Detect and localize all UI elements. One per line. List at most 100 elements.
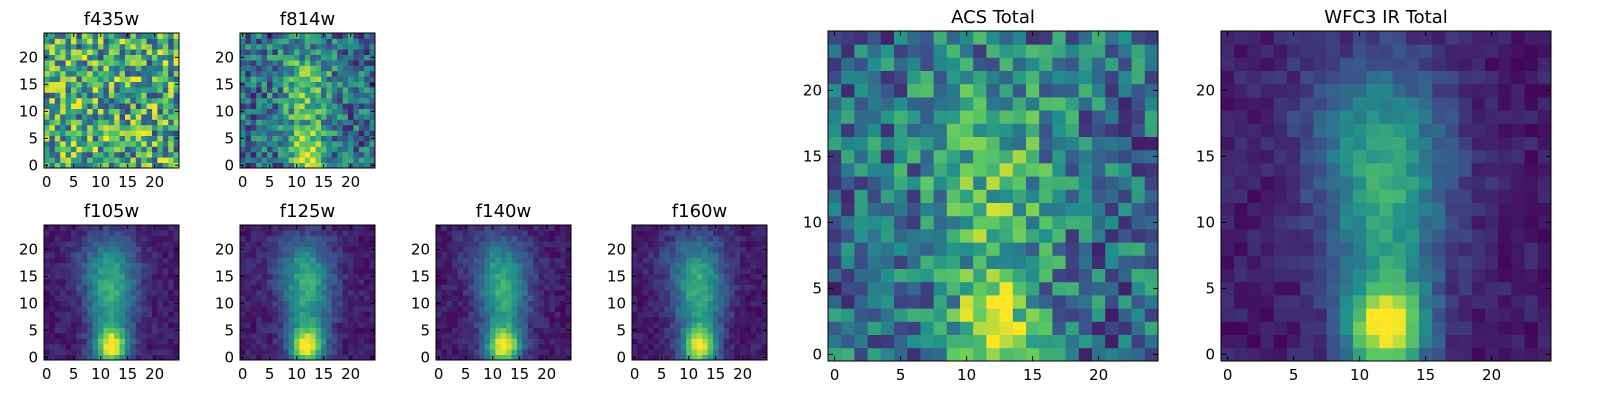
heatmap-cell	[675, 327, 681, 334]
heatmap-cell	[152, 76, 158, 82]
heatmap-cell	[894, 123, 908, 137]
heatmap-cell	[310, 241, 316, 247]
heatmap-cell	[740, 268, 746, 274]
heatmap-cell	[707, 295, 714, 301]
heatmap-cell	[1339, 255, 1354, 269]
heatmap-cell	[1313, 295, 1327, 309]
heatmap-cell	[867, 347, 882, 362]
heatmap-cell	[60, 252, 66, 258]
heatmap-cell	[326, 349, 333, 355]
heatmap-cell	[71, 338, 77, 345]
heatmap-cell	[1405, 321, 1420, 335]
heatmap-cell	[135, 114, 142, 120]
heatmap-cell	[304, 316, 311, 323]
heatmap-cell	[288, 97, 295, 104]
heatmap-cell	[119, 97, 126, 104]
heatmap-cell	[71, 70, 77, 77]
heatmap-cell	[854, 347, 868, 362]
heatmap-cell	[81, 289, 88, 296]
heatmap-cell	[986, 136, 1000, 151]
heatmap-cell	[544, 262, 550, 269]
heatmap-cell	[108, 338, 115, 345]
heatmap-cell	[304, 108, 311, 115]
heatmap-cell	[54, 252, 61, 258]
heatmap-cell	[71, 38, 77, 45]
heatmap-cell	[60, 124, 66, 131]
heatmap-cell	[441, 230, 448, 237]
panel-title: f140w	[476, 201, 531, 222]
heatmap-cell	[168, 268, 174, 274]
heatmap-cell	[173, 114, 180, 120]
heatmap-cell	[49, 268, 56, 274]
heatmap-cell	[245, 103, 252, 109]
heatmap-cell	[740, 338, 746, 345]
heatmap-cell	[125, 241, 131, 247]
heatmap-cell	[76, 322, 83, 328]
heatmap-cell	[245, 257, 252, 264]
heatmap-cell	[1105, 136, 1119, 151]
heatmap-cell	[544, 289, 550, 296]
heatmap-cell	[60, 268, 66, 274]
heatmap-cell	[240, 97, 246, 104]
heatmap-cell	[446, 235, 453, 242]
heatmap-cell	[707, 338, 714, 345]
heatmap-cell	[1287, 229, 1301, 243]
heatmap-cell	[250, 157, 257, 163]
heatmap-cell	[81, 300, 88, 307]
heatmap-cell	[457, 262, 464, 269]
heatmap-cell	[304, 311, 311, 318]
heatmap-cell	[321, 246, 327, 253]
heatmap-cell	[702, 354, 708, 361]
heatmap-cell	[321, 327, 327, 334]
heatmap-cell	[1131, 97, 1146, 111]
heatmap-cell	[973, 163, 987, 177]
heatmap-cell	[65, 38, 72, 45]
heatmap-cell	[114, 49, 120, 55]
heatmap-cell	[54, 235, 61, 242]
heatmap-cell	[256, 225, 262, 231]
heatmap-cell	[310, 225, 316, 231]
heatmap-cell	[294, 38, 300, 45]
heatmap-cell	[653, 262, 660, 269]
heatmap-cell	[686, 246, 692, 253]
heatmap-cell	[946, 202, 961, 217]
heatmap-cell	[119, 151, 126, 158]
heatmap-cell	[854, 281, 868, 296]
heatmap-cell	[92, 338, 99, 345]
heatmap-cell	[1485, 281, 1499, 296]
heatmap-cell	[686, 300, 692, 307]
heatmap-cell	[299, 279, 306, 285]
heatmap-cell	[554, 327, 561, 334]
heatmap-cell	[436, 284, 442, 291]
heatmap-cell	[331, 225, 338, 231]
heatmap-cell	[353, 306, 360, 312]
heatmap-cell	[272, 135, 279, 142]
heatmap-cell	[65, 311, 72, 318]
heatmap-cell	[680, 300, 687, 307]
heatmap-cell	[544, 284, 550, 291]
heatmap-cell	[500, 268, 507, 274]
heatmap-cell	[146, 338, 153, 345]
heatmap-cell	[446, 333, 453, 339]
heatmap-cell	[87, 103, 93, 109]
heatmap-cell	[946, 242, 961, 256]
heatmap-cell	[364, 60, 370, 66]
heatmap-cell	[304, 114, 311, 120]
heatmap-cell	[108, 43, 115, 50]
heatmap-cell	[1144, 44, 1159, 58]
heatmap-cell	[756, 289, 762, 296]
heatmap-cell	[337, 141, 343, 147]
heatmap-cell	[740, 349, 746, 355]
heatmap-cell	[490, 333, 496, 339]
heatmap-cell	[326, 333, 333, 339]
heatmap-cell	[718, 225, 725, 231]
heatmap-cell	[1405, 334, 1420, 349]
heatmap-cell	[907, 202, 921, 217]
heatmap-cell	[446, 327, 453, 334]
heatmap-cell	[304, 70, 311, 77]
heatmap-cell	[245, 43, 252, 50]
heatmap-cell	[880, 347, 895, 362]
heatmap-cell	[44, 235, 50, 242]
heatmap-cell	[500, 333, 507, 339]
